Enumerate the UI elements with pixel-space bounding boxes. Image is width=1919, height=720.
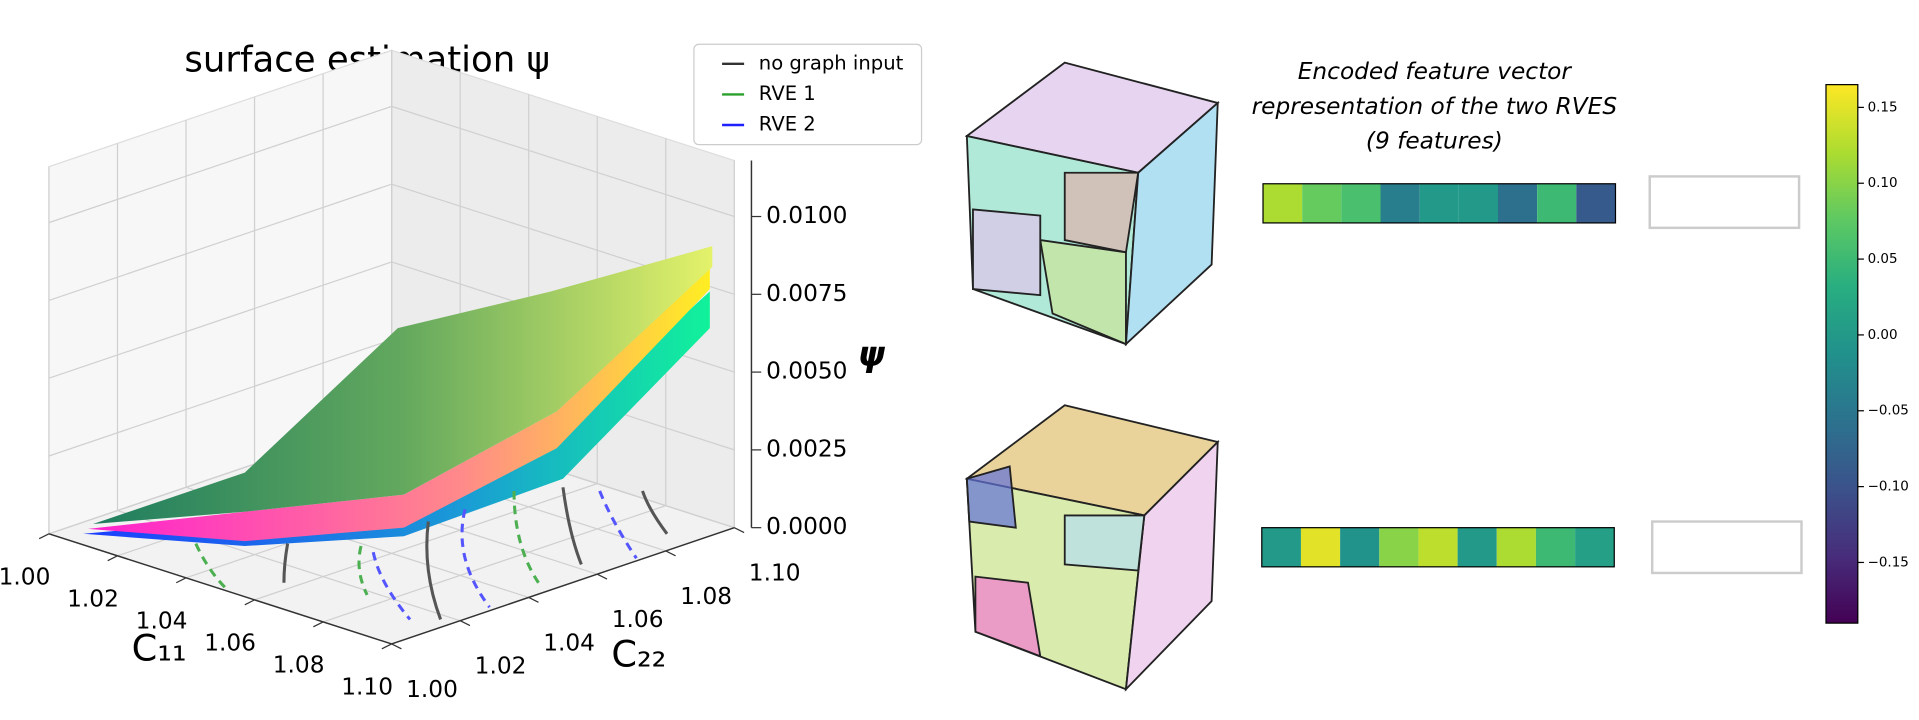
feature-cell: [1575, 527, 1615, 567]
y-tick-label: 1.10: [749, 560, 801, 587]
x-axis-label: C₁₁: [132, 627, 187, 670]
x-axis: [48, 533, 392, 645]
x-tick-label: 1.02: [67, 585, 119, 612]
z-tick-label: 0.0025: [766, 435, 847, 462]
y-axis-label: C₂₂: [611, 633, 666, 676]
tick-mark: [381, 643, 392, 650]
y-tick-label: 1.00: [406, 676, 458, 703]
grid-line: [48, 183, 392, 302]
feature-cell: [1458, 183, 1498, 223]
panel-title: representation of the two RVES: [1252, 93, 1618, 120]
tick-mark: [38, 533, 50, 540]
feature-cell: [1261, 527, 1301, 567]
tick-mark: [175, 577, 187, 584]
feature-panel: Encoded feature vector representation of …: [1252, 58, 1909, 624]
colorbar-tick-label: −0.10: [1868, 480, 1909, 495]
rve-cubes: [964, 61, 1220, 692]
tick-mark: [528, 596, 539, 603]
legend-label: no graph input: [759, 51, 904, 74]
rve-label-box: [1650, 520, 1803, 575]
colorbar-tick-label: 0.05: [1868, 252, 1898, 267]
x-tick-label: 1.08: [273, 651, 325, 678]
x-tick-label: 1.00: [0, 563, 50, 590]
feature-cell: [1300, 527, 1341, 567]
colorbar-tick-label: −0.15: [1868, 555, 1909, 570]
legend-label: RVE 1: [759, 82, 816, 105]
legend: [693, 43, 923, 146]
colorbar: [1825, 84, 1859, 624]
y-tick-label: 1.04: [543, 629, 595, 656]
colorbar-tick-label: 0.00: [1868, 328, 1898, 343]
z-axis-label: ψ: [858, 335, 886, 375]
feature-cell: [1418, 527, 1458, 567]
tick-mark: [107, 555, 118, 562]
y-tick-label: 1.06: [612, 606, 664, 633]
tick-mark: [665, 550, 676, 557]
surface-plot: surface estimation ψ 1.001.021.041.061.0…: [0, 39, 923, 703]
grid-line: [322, 505, 666, 623]
y-axis: [391, 526, 735, 645]
feature-frame: [1262, 183, 1617, 224]
tick-mark: [244, 599, 255, 606]
feature-cell: [1537, 183, 1577, 223]
feature-cell: [1419, 183, 1459, 223]
feature-cell: [1535, 527, 1576, 567]
surface-no-graph: [93, 246, 713, 524]
tick-mark: [459, 620, 471, 627]
colorbar-tick-label: −0.05: [1868, 404, 1909, 419]
grid-line: [391, 105, 735, 218]
feature-frame: [1261, 527, 1615, 568]
y-tick-label: 1.02: [475, 653, 527, 680]
feature-cell: [1340, 527, 1380, 567]
floor-curves: [194, 487, 669, 621]
colorbar-tick-label: 0.15: [1868, 100, 1898, 115]
x-tick-label: 1.04: [136, 607, 188, 634]
tick-mark: [596, 573, 608, 580]
surface-rve1: [88, 266, 710, 542]
feature-cell: [1457, 527, 1497, 567]
feature-cell: [1380, 183, 1420, 223]
legend-entries: no graph input RVE 1 RVE 2: [722, 51, 904, 136]
colorbar-tick-label: 0.10: [1868, 176, 1898, 191]
feature-cell: [1497, 183, 1538, 223]
feature-cell: [1302, 183, 1342, 223]
feature-cell: [1379, 527, 1419, 567]
z-tick-label: 0.0100: [766, 202, 847, 229]
z-tick-label: 0.0000: [766, 513, 847, 540]
z-tick-label: 0.0050: [766, 358, 847, 385]
panel-title: Encoded feature vector: [1298, 58, 1573, 85]
feature-cell: [1496, 527, 1536, 567]
rve-label-box: [1648, 175, 1801, 230]
x-tick-label: 1.10: [341, 673, 393, 700]
tick-mark: [734, 527, 745, 534]
x-tick-label: 1.06: [204, 629, 256, 656]
grid-line: [48, 105, 392, 224]
axes: 1.00 1.02 1.04 1.06 1.08 1.10 1.00 1.02 1.04 1.06…: [0, 160, 886, 703]
tick-mark: [391, 643, 402, 650]
panel-title: (9 features): [1366, 128, 1503, 155]
legend-label: RVE 2: [759, 113, 816, 136]
grid-line: [48, 261, 392, 379]
tick-mark: [313, 621, 324, 628]
y-tick-label: 1.08: [680, 583, 732, 610]
feature-cell: [1341, 183, 1381, 223]
z-tick-label: 0.0075: [766, 280, 847, 307]
feature-cell: [1576, 183, 1616, 223]
feature-cell: [1263, 183, 1303, 223]
grid-line: [48, 339, 392, 457]
surface: [83, 246, 713, 547]
